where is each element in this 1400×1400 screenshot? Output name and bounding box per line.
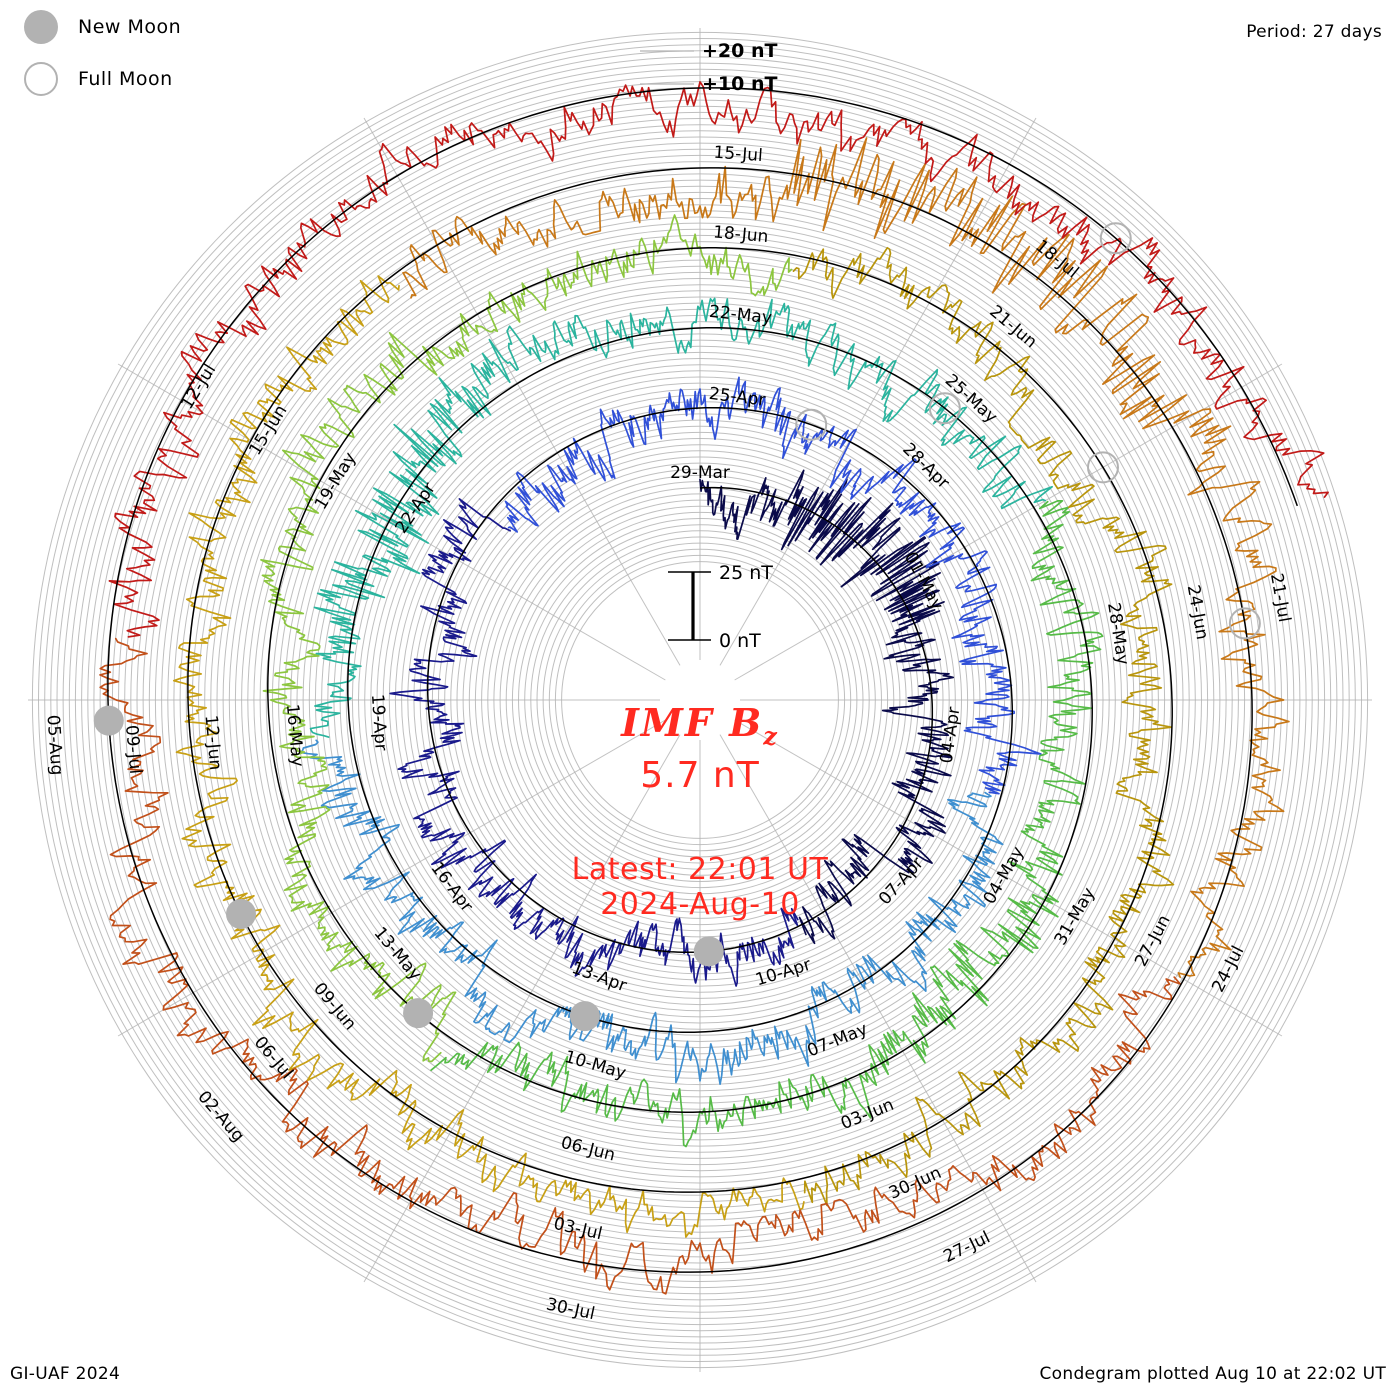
full-moon-marker [1099,222,1132,255]
new-moon-marker [93,705,124,736]
date-tick-label: 13-Apr [569,958,629,996]
spiral-baselines [107,87,1299,1273]
new-moon-icon [24,10,58,44]
date-tick-label: 29-Mar [670,463,730,483]
date-tick-label: 09-Jul [121,724,145,775]
date-tick-label: 10-May [562,1047,628,1084]
latest-time: Latest: 22:01 UT [571,851,829,887]
moon-legend: New Moon Full Moon [0,0,320,130]
imf-latest: Latest: 22:01 UT 2024-Aug-10 [440,852,960,923]
radial-spokes [28,28,1372,1372]
date-tick-label: 12-Jul [177,361,220,413]
date-tick-label: 28-May [1103,601,1133,666]
scale-bar: 25 nT 0 nT [668,562,773,652]
radial-axis-label: +10 nT [702,73,778,95]
date-tick-label: 16-May [282,703,307,767]
date-tick-label: 18-Jun [712,222,769,247]
date-tick-label: 19-Apr [367,693,391,751]
imf-title: IMF Bz [440,700,960,751]
date-tick-label: 27-Jul [940,1228,993,1268]
full-moon-marker [795,408,828,441]
new-moon-label: New Moon [78,16,182,38]
radial-axis-labels: +20 nT +10 nT [640,40,778,95]
plotted-timestamp: Condegram plotted Aug 10 at 22:02 UT [1039,1364,1386,1384]
moon-markers [93,222,1261,1032]
data-traces [99,81,1329,1295]
scale-bar-top-label: 25 nT [719,562,773,584]
date-tick-label: 03-Jul [552,1214,604,1245]
new-moon-marker [226,899,257,930]
date-tick-label: 24-Jul [1208,943,1248,996]
imf-title-sub: z [763,721,779,751]
credit-text: GI-UAF 2024 [10,1364,121,1384]
latest-date: 2024-Aug-10 [600,886,800,922]
imf-title-main: IMF B [621,700,764,745]
new-moon-marker [569,1001,600,1032]
center-readout: IMF Bz 5.7 nT Latest: 22:01 UT 2024-Aug-… [440,700,960,922]
scale-bar-bottom-label: 0 nT [719,630,761,652]
full-moon-marker [928,392,961,425]
date-tick-label: 15-Jul [713,143,764,166]
new-moon-marker [693,936,724,967]
imf-value: 5.7 nT [640,754,760,796]
date-tick-label: 22-May [708,302,773,328]
date-tick-label: 12-Jun [201,714,226,771]
legend-full-moon: Full Moon [24,62,173,96]
radial-axis-label: +20 nT [702,40,778,62]
legend-new-moon: New Moon [24,10,181,44]
full-moon-icon [24,62,58,96]
date-tick-label: 21-Jul [1266,572,1294,624]
full-moon-marker [1086,451,1119,484]
full-moon-marker [1228,607,1261,640]
new-moon-marker [403,998,434,1029]
full-moon-label: Full Moon [78,68,173,90]
date-tick-label: 25-Apr [708,384,767,411]
period-text: Period: 27 days [1246,22,1382,42]
date-tick-label: 05-Aug [43,714,67,776]
